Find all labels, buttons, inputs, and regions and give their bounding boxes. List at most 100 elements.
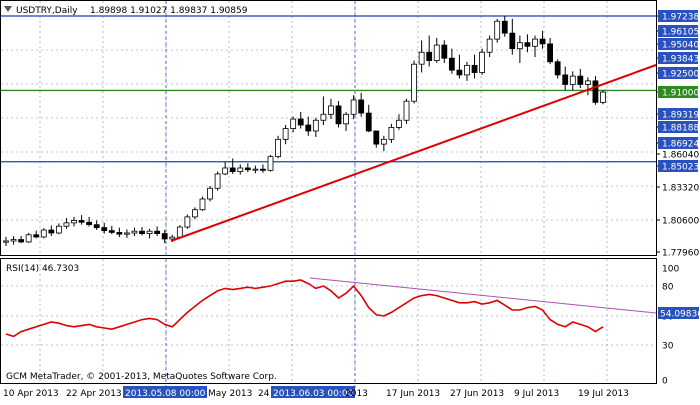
price-label: 1.91000	[662, 89, 699, 99]
time-label: 27 Jun 2013	[450, 389, 504, 399]
price-label-box	[658, 25, 698, 37]
price-label-box	[658, 137, 698, 149]
candle	[154, 226, 161, 236]
candle	[101, 222, 108, 234]
candle	[554, 59, 561, 79]
rsi-line	[5, 279, 604, 338]
candle	[305, 116, 312, 136]
price-label: 1.97238	[662, 13, 699, 23]
price-label-box	[658, 160, 698, 172]
candle	[350, 95, 357, 120]
rsi-panel	[0, 258, 657, 384]
time-label: 10 Apr 2013	[3, 389, 59, 399]
candle	[297, 111, 304, 129]
price-label: 1.85023	[662, 163, 699, 173]
time-label: 24	[258, 389, 270, 399]
candle	[184, 214, 191, 229]
candle	[260, 164, 266, 173]
candle	[486, 35, 493, 58]
price-label-box	[658, 108, 698, 120]
candle	[71, 216, 77, 227]
candle	[380, 135, 387, 152]
rsi-axis: 100805030054.09836	[658, 265, 700, 387]
time-label: 2013.05.08 00:00	[125, 389, 206, 399]
price-label-box	[658, 38, 698, 50]
rsi-title: RSI(14) 46.7303	[6, 264, 79, 274]
price-label-box	[658, 67, 698, 79]
candle	[237, 164, 244, 175]
candle	[418, 40, 425, 73]
candle	[252, 165, 259, 174]
candle	[471, 54, 478, 79]
candle	[139, 227, 145, 236]
horizontal-lines[interactable]	[1, 1, 656, 392]
rsi-tick-label: 30	[662, 342, 674, 352]
candle	[479, 48, 485, 75]
candle	[516, 35, 523, 63]
candle	[335, 101, 342, 128]
price-label: 1.95040	[662, 41, 699, 51]
candle	[222, 162, 229, 176]
ascending-trendline[interactable]	[170, 64, 657, 242]
candle	[501, 15, 508, 37]
candle	[600, 90, 606, 105]
price-panel	[0, 0, 657, 256]
candle	[396, 114, 402, 130]
price-label: 1.77960	[662, 249, 699, 259]
candle	[328, 98, 334, 120]
candle	[214, 171, 221, 191]
candle	[267, 154, 274, 172]
time-label-box	[123, 386, 207, 398]
candle	[456, 54, 463, 79]
time-axis: 10 Apr 2013 22 Apr 2013 2013.05.08 00:00 Ma…	[3, 386, 629, 399]
price-label: 1.96105	[662, 28, 699, 38]
symbol-timeframe: USDTRY,Daily	[16, 6, 78, 16]
candle	[592, 76, 599, 105]
candle	[244, 163, 251, 173]
price-label: 1.89319	[662, 111, 699, 121]
candle	[63, 218, 70, 229]
candle	[282, 125, 289, 145]
candle	[25, 232, 32, 243]
candle	[229, 158, 236, 174]
candle	[577, 68, 584, 89]
copyright-text: GCM MetaTrader, © 2001-2013, MetaQuotes …	[6, 372, 277, 382]
candle	[373, 130, 380, 148]
time-label: 2013	[345, 389, 368, 399]
candle	[388, 123, 395, 143]
candle	[93, 220, 100, 231]
price-label: 1.86040	[662, 151, 699, 161]
candle	[40, 228, 47, 239]
candle	[584, 77, 591, 96]
candle	[86, 216, 93, 227]
price-label-box	[658, 121, 698, 133]
price-label: 1.92500	[662, 70, 699, 80]
candle	[131, 227, 138, 236]
price-label-box	[658, 10, 698, 22]
candle	[124, 229, 130, 238]
candle	[562, 66, 569, 91]
rsi-tick-label: 0	[662, 377, 668, 387]
ohlc-values: 1.89898 1.91027 1.89837 1.90859	[90, 6, 248, 16]
candle	[343, 111, 349, 131]
rsi-trendline[interactable]	[309, 277, 657, 314]
candle	[358, 92, 365, 117]
price-label-box	[658, 86, 698, 98]
candle	[146, 228, 153, 239]
rsi-tick-label: 100	[662, 265, 679, 275]
price-label: 1.88188	[662, 124, 699, 134]
candle	[411, 60, 417, 104]
candle	[275, 135, 281, 159]
time-label: 19 Jul 2013	[578, 389, 629, 399]
candle	[192, 207, 198, 220]
candle	[509, 18, 516, 55]
candle	[448, 48, 455, 74]
rsi-series	[1, 279, 656, 346]
candle	[10, 236, 17, 245]
candle	[290, 116, 297, 133]
time-label: 2013.06.03 00:00	[273, 389, 354, 399]
candle	[426, 35, 433, 67]
rsi-tick-label: 80	[662, 283, 674, 293]
